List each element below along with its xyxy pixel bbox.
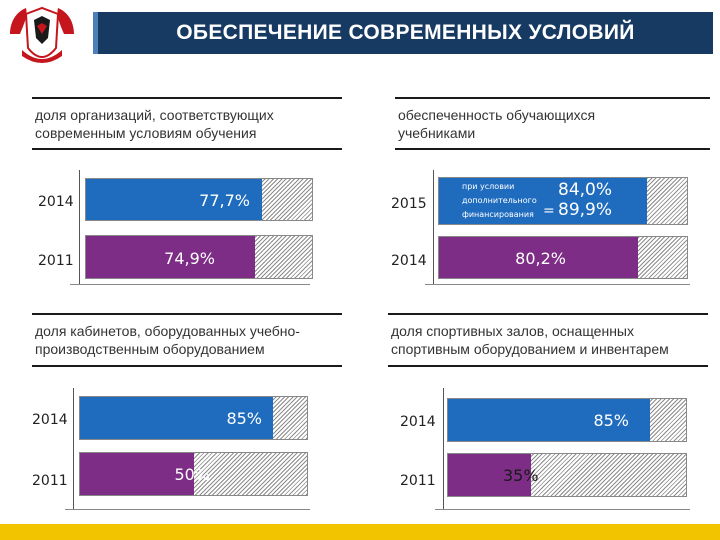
- panel-1-axis-base: [70, 284, 310, 285]
- panel-2-title: обеспеченность обучающихся учебниками: [398, 107, 596, 141]
- panel-2-axis: [433, 170, 434, 285]
- panel-4-bar-1-track: [447, 453, 687, 497]
- panel-3-bottom-rule: [32, 365, 342, 367]
- panel-2-equals-sign: =: [543, 203, 555, 219]
- panel-2-bar-1: [439, 237, 638, 278]
- panel-3-bar-1: [80, 453, 194, 495]
- panel-4-bar-1-label: 35%: [503, 466, 539, 485]
- page-title: ОБЕСПЕЧЕНИЕ СОВРЕМЕННЫХ УСЛОВИЙ: [176, 21, 635, 44]
- panel-2-bar-0-label: 84,0%: [558, 180, 613, 200]
- panel-1-bar-1-label: 74,9%: [164, 249, 215, 268]
- panel-3-top-rule: [32, 313, 342, 315]
- panel-4-top-rule: [388, 313, 708, 315]
- panel-3-bar-0-track: [79, 396, 308, 440]
- panel-3-bar-0: [80, 397, 273, 439]
- panel-2-note-line-1: при условии: [462, 182, 515, 191]
- panel-3-bar-1-label: 50%: [174, 465, 210, 484]
- panel-3-year-0: 2014: [32, 412, 68, 428]
- panel-1-bar-1-track: [85, 235, 313, 279]
- panel-2-bar-0-track: [438, 177, 688, 225]
- panel-1-year-0: 2014: [38, 194, 74, 210]
- panel-1-bar-1: [86, 236, 256, 278]
- panel-1-bar-0: [86, 179, 262, 220]
- panel-2-top-rule: [395, 97, 710, 99]
- panel-3-year-1: 2011: [32, 473, 68, 489]
- panel-4-year-0: 2014: [400, 414, 436, 430]
- panel-2-note-line-3: финансирования: [462, 210, 534, 219]
- panel-3-title: доля кабинетов, оборудованных учебно-про…: [35, 323, 300, 357]
- panel-1-top-rule: [32, 97, 342, 99]
- panel-4-bar-1: [448, 454, 532, 496]
- panel-1-title: доля организаций, соответствующих соврем…: [35, 107, 274, 141]
- panel-4-axis-base: [435, 509, 690, 510]
- panel-4-bar-0-label: 85%: [593, 411, 629, 430]
- panel-1-bottom-rule: [32, 148, 342, 150]
- panel-3-bar-0-label: 85%: [226, 409, 262, 428]
- panel-4-bar-0: [448, 399, 651, 441]
- title-bar: ОБЕСПЕЧЕНИЕ СОВРЕМЕННЫХ УСЛОВИЙ: [93, 12, 713, 54]
- panel-2-bar-1-track: [438, 236, 688, 279]
- panel-2-year-0: 2015: [391, 196, 427, 212]
- panel-2-year-1: 2014: [391, 253, 427, 269]
- footer-stripe: [0, 524, 720, 540]
- panel-3-bar-1-track: [79, 452, 308, 496]
- panel-4-bar-0-track: [447, 398, 687, 442]
- panel-4-bottom-rule: [388, 365, 708, 367]
- panel-2-note-line-2: дополнительного: [462, 196, 537, 205]
- udmurtia-coat-of-arms-icon: [10, 6, 74, 63]
- panel-4-axis: [443, 388, 444, 510]
- panel-2-bar-1-label: 80,2%: [515, 249, 566, 268]
- panel-4-year-1: 2011: [400, 473, 436, 489]
- panel-1-year-1: 2011: [38, 253, 74, 269]
- panel-3-axis: [73, 388, 74, 510]
- panel-1-axis: [79, 170, 80, 285]
- panel-2-axis-base: [425, 284, 690, 285]
- panel-2-bottom-rule: [395, 148, 710, 150]
- panel-1-bar-0-label: 77,7%: [199, 191, 250, 210]
- panel-2-bar-0: [439, 178, 648, 224]
- panel-4-title: доля спортивных залов, оснащенных спорти…: [391, 323, 669, 357]
- panel-3-axis-base: [65, 509, 310, 510]
- panel-2-additional-label: 89,9%: [558, 200, 613, 220]
- panel-1-bar-0-track: [85, 178, 313, 221]
